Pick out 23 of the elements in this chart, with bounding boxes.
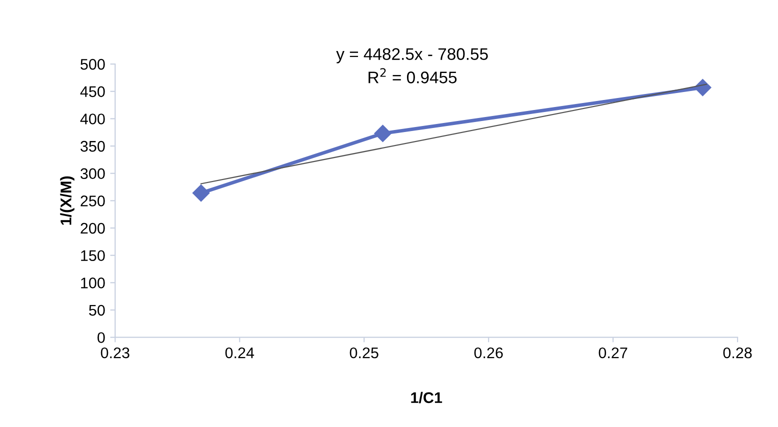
x-tick-label: 0.27 <box>598 347 628 358</box>
y-axis-title: 1/(X/M) <box>60 176 74 225</box>
y-tick-label: 0 <box>98 332 105 344</box>
y-tick-label: 150 <box>81 250 105 262</box>
x-tick-label: 0.25 <box>350 347 378 358</box>
y-tick-label: 50 <box>89 304 105 316</box>
y-tick-label: 450 <box>80 86 105 98</box>
y-tick-label: 300 <box>80 168 105 180</box>
x-tick-label: 0.26 <box>474 347 503 358</box>
x-tick-label: 0.24 <box>225 347 254 358</box>
x-tick-label: 0.28 <box>723 347 752 358</box>
text: y = 4482.5x - 780.55 <box>336 48 488 64</box>
point <box>192 184 210 202</box>
x-tick-label: 0.23 <box>100 347 130 358</box>
y-tick-label: 400 <box>80 114 105 124</box>
y-tick-label: 500 <box>80 58 105 70</box>
point <box>374 124 392 142</box>
annotation: R$^{2}$ = 0.9455 <box>368 68 457 84</box>
x-axis-title: 1/C1 <box>411 392 442 404</box>
y-tick-label: 100 <box>81 278 105 288</box>
y-tick-label: 350 <box>80 140 105 152</box>
y-tick-label: 200 <box>80 222 105 234</box>
y-tick-label: 250 <box>80 196 105 206</box>
